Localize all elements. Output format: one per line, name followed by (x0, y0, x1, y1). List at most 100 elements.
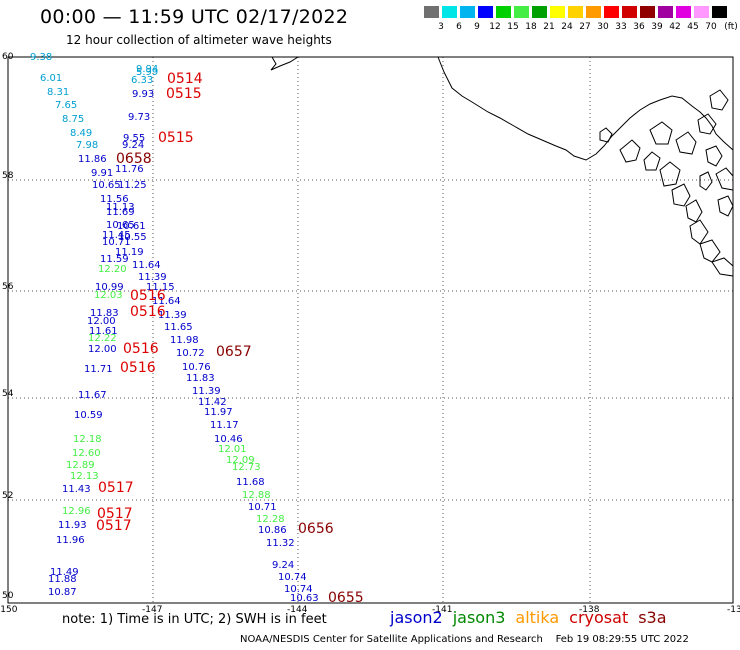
map-axes: 60 58 56 54 52 50 -150 -147 -144 -141 -138 -13 (0, 52, 740, 615)
wave-height-value: 10.63 (290, 593, 319, 604)
map-frame (7, 56, 734, 604)
wave-height-value: 9.55 (123, 133, 145, 144)
wave-height-value: 10.74 (278, 572, 307, 583)
wave-height-value: 11.86 (78, 154, 107, 165)
legend-swatch (675, 5, 692, 19)
legend-label: 6 (456, 22, 462, 32)
pass-time-label: 0657 (216, 344, 252, 360)
wave-height-value: 10.65 (92, 180, 121, 191)
legend-label: 15 (507, 22, 519, 32)
longitude-label: -138 (579, 605, 600, 615)
wave-height-value: 12.13 (70, 471, 99, 482)
units-note: note: 1) Time is in UTC; 2) SWH is in fe… (62, 612, 327, 627)
legend-label: 3 (438, 22, 444, 32)
wave-height-value: 10.72 (176, 348, 205, 359)
latitude-label: 54 (2, 389, 14, 399)
wave-height-value: 11.13 (106, 202, 135, 213)
wave-height-value: 11.61 (89, 326, 118, 337)
pass-time-labels: 0514051505150658051605160516051606570517… (96, 71, 364, 606)
island-outline (675, 131, 697, 155)
longitude-label: -147 (142, 605, 162, 615)
legend-swatch (531, 5, 548, 19)
wave-height-value: 10.61 (117, 221, 146, 232)
island-outline (717, 195, 734, 217)
pass-time-label: 0515 (166, 86, 202, 102)
island-outline (659, 161, 681, 187)
legend-swatch (495, 5, 512, 19)
longitude-label: -144 (287, 605, 308, 615)
wave-height-value: 7.98 (76, 140, 98, 151)
wave-height-value: 11.17 (210, 420, 239, 431)
wave-height-value: 9.91 (91, 168, 113, 179)
island-outline (685, 199, 703, 223)
wave-height-value: 10.65 (106, 220, 135, 231)
wave-height-value: 11.98 (170, 335, 199, 346)
legend-swatch (549, 5, 566, 19)
wave-height-value: 11.69 (106, 207, 135, 218)
wave-height-value: 12.73 (232, 462, 261, 473)
wave-height-value: 10.76 (182, 362, 211, 373)
legend-swatch (603, 5, 620, 19)
satellite-name-altika: altika (515, 608, 560, 627)
wave-height-value: 8.49 (70, 128, 92, 139)
wave-height-value: 10.74 (284, 584, 313, 595)
wave-height-value: 12.22 (88, 333, 117, 344)
legend-unit: (ft) (724, 22, 738, 32)
wave-height-value: 12.01 (218, 444, 247, 455)
pass-time-label: 0514 (167, 71, 203, 87)
wave-height-value: 12.03 (94, 290, 123, 301)
island-outline (709, 89, 729, 111)
wave-height-value: 11.32 (266, 538, 295, 549)
legend-label: 42 (669, 22, 681, 32)
latitude-label: 50 (2, 591, 14, 601)
wave-height-value: 11.67 (78, 390, 107, 401)
island-outline (599, 127, 613, 143)
wave-height-value: 12.88 (242, 490, 271, 501)
wave-height-value: 11.71 (84, 364, 113, 375)
legend-swatch (711, 5, 728, 19)
island-outline (689, 219, 709, 245)
map-grid (7, 56, 734, 604)
legend-label: 36 (633, 22, 645, 32)
island-outline (649, 121, 673, 145)
wave-height-value: 11.39 (138, 272, 167, 283)
wave-height-value: 11.15 (146, 282, 175, 293)
legend-swatch (639, 5, 656, 19)
island-outline (711, 257, 734, 277)
legend-swatch (621, 5, 638, 19)
wave-height-value: 11.97 (204, 407, 233, 418)
legend-label: 12 (489, 22, 501, 32)
wave-height-value: 12.20 (98, 264, 127, 275)
wave-height-value: 11.93 (58, 520, 87, 531)
wave-height-value: 11.25 (118, 180, 147, 191)
wave-height-value: 10.59 (74, 410, 103, 421)
pass-time-label: 0515 (158, 130, 194, 146)
wave-height-value: 12.96 (62, 506, 91, 517)
island-outline (699, 171, 713, 191)
legend-swatch (477, 5, 494, 19)
island-outline (643, 151, 661, 171)
longitude-label: -141 (432, 605, 452, 615)
wave-height-value: 5.99 (136, 67, 158, 78)
wave-height-value: 9.93 (132, 89, 154, 100)
pass-time-label: 0658 (116, 151, 152, 167)
legend-label: 21 (543, 22, 555, 32)
longitude-label: -150 (0, 605, 18, 615)
wave-height-value: 11.56 (100, 194, 129, 205)
wave-height-value: 12.60 (72, 448, 101, 459)
footer-credit: NOAA/NESDIS Center for Satellite Applica… (240, 634, 689, 645)
pass-time-label: 0517 (98, 480, 134, 496)
pass-time-label: 0517 (96, 518, 132, 534)
pass-time-label: 0516 (123, 341, 159, 357)
legend-label: 24 (561, 22, 573, 32)
wave-height-value: 9.94 (136, 64, 158, 75)
wave-height-value: 11.49 (50, 567, 79, 578)
island-outline (697, 113, 717, 135)
pass-time-label: 0516 (120, 360, 156, 376)
wave-height-value: 8.31 (47, 87, 69, 98)
wave-height-value: 11.96 (56, 535, 85, 546)
wave-height-value: 9.24 (122, 140, 144, 151)
pass-time-label: 0517 (97, 506, 133, 522)
wave-height-value: 10.86 (258, 525, 287, 536)
